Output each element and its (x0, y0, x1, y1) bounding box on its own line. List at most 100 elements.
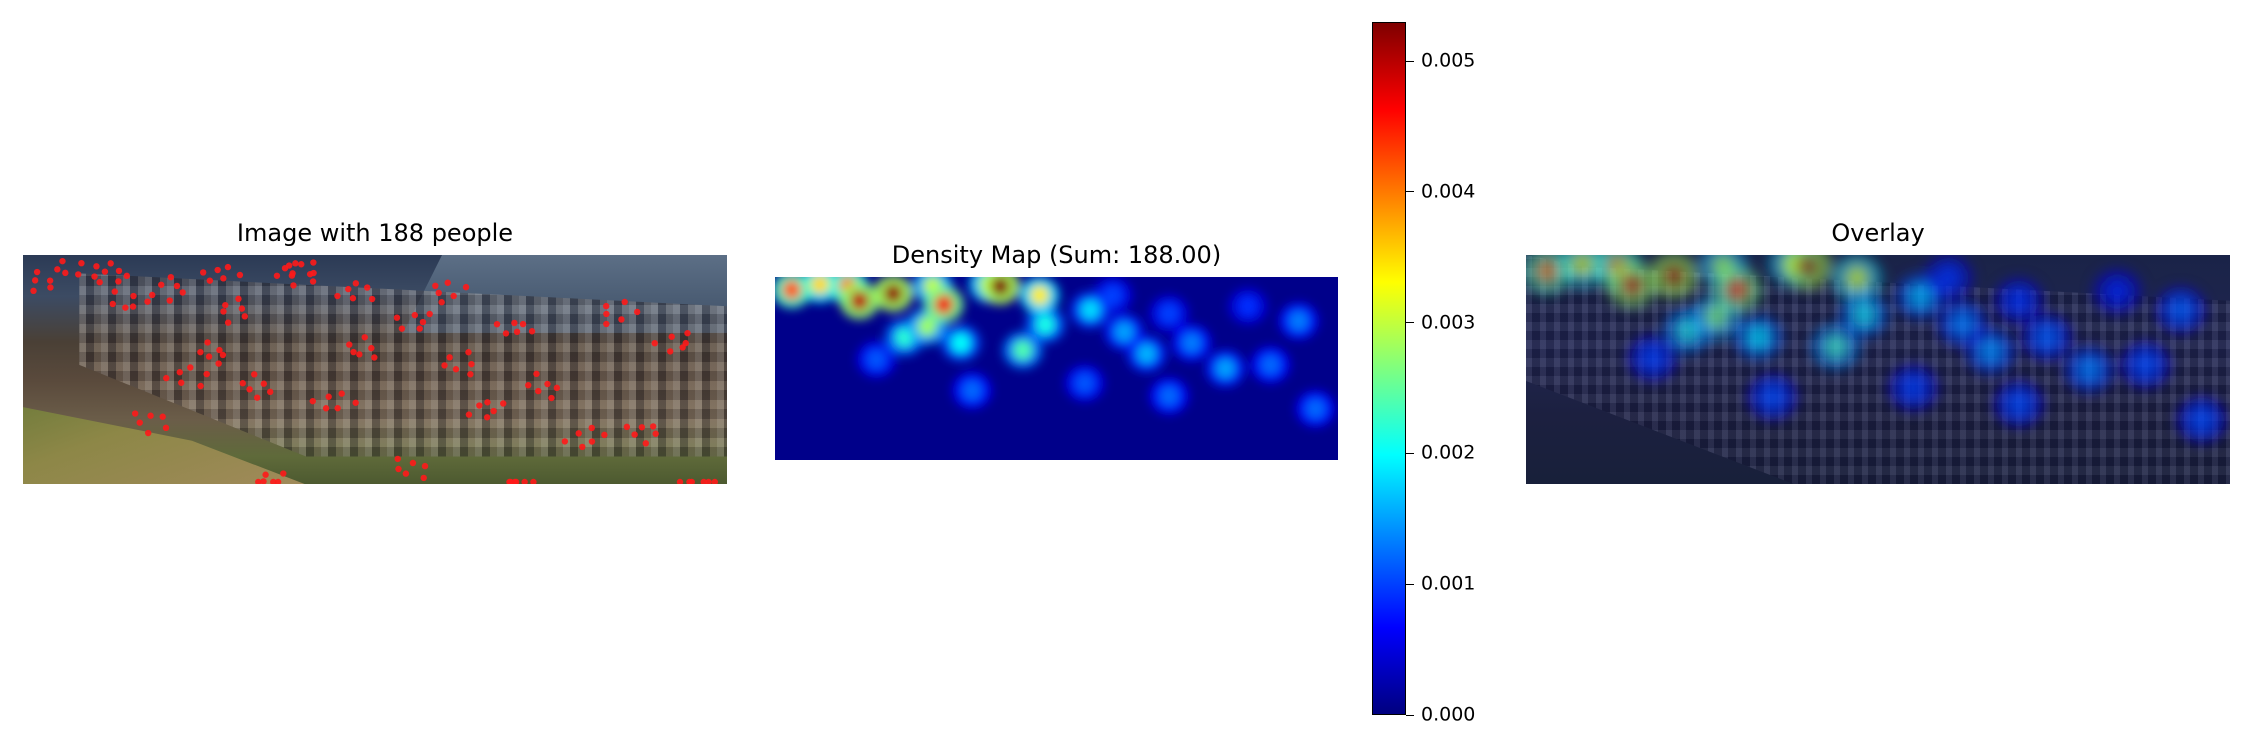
head-dot (273, 272, 281, 279)
density-hotspot (1013, 340, 1033, 361)
head-dot (602, 302, 610, 310)
density-hotspot (1901, 375, 1926, 401)
density-hotspot (866, 349, 886, 370)
head-dot (435, 289, 442, 297)
colorbar-tick-label: 0.001 (1421, 572, 1476, 595)
head-dot (338, 390, 345, 397)
head-dot (260, 478, 267, 484)
colorbar-tick-label: 0.003 (1421, 311, 1476, 334)
head-dot (59, 257, 66, 265)
head-dot (521, 478, 528, 484)
head-dot (216, 346, 223, 354)
density-hotspot (1619, 272, 1644, 298)
head-dot (290, 282, 297, 289)
head-dot (631, 431, 638, 438)
head-dot (235, 295, 242, 303)
head-dot (483, 414, 491, 421)
head-dot (75, 271, 82, 278)
density-hotspot (934, 294, 954, 315)
head-dot (361, 334, 368, 341)
head-dot (525, 382, 532, 389)
head-dot (101, 268, 109, 275)
density-hotspot (1080, 299, 1100, 321)
density-hotspot (1844, 265, 1869, 291)
head-dot (398, 325, 406, 332)
head-dot (115, 267, 123, 275)
head-dot (220, 308, 227, 315)
overlay-heatmap (1526, 255, 2227, 443)
head-dot (411, 311, 419, 319)
head-dot (512, 478, 520, 484)
head-dot (197, 382, 204, 390)
head-dot (136, 419, 143, 426)
head-dot (214, 266, 221, 274)
density-hotspot (1075, 373, 1095, 394)
head-dot (416, 325, 423, 332)
head-dot (349, 295, 357, 302)
head-dot (575, 430, 582, 437)
density-hotspot (1908, 283, 1933, 309)
head-dot (502, 330, 510, 337)
head-dot (130, 292, 137, 300)
head-dot (162, 424, 170, 432)
density-hotspot (2077, 356, 2102, 383)
head-dot (484, 399, 491, 406)
head-dot (393, 314, 401, 321)
density-hotspot (810, 277, 830, 295)
head-dot (465, 411, 473, 418)
head-dot (682, 339, 689, 347)
head-dot (364, 284, 371, 291)
density-hotspot (849, 290, 870, 311)
head-dot (421, 462, 429, 470)
head-dot (220, 275, 227, 282)
head-dot (711, 478, 719, 484)
head-dot (206, 277, 214, 284)
density-hotspot (2133, 352, 2158, 378)
colorbar (1372, 22, 1406, 715)
colorbar-tick (1406, 322, 1414, 324)
head-dot (205, 353, 213, 360)
head-dot (251, 371, 258, 378)
head-dot (187, 364, 194, 371)
head-dot (371, 354, 378, 361)
density-heatmap (775, 277, 1336, 428)
head-dot (280, 470, 287, 477)
colorbar-tick-label: 0.002 (1421, 441, 1476, 464)
head-dot (167, 273, 175, 281)
density-hotspot (917, 316, 937, 337)
head-dot (204, 339, 211, 346)
head-dot (144, 298, 151, 305)
density-hotspot (1159, 385, 1179, 407)
density-hotspot (2189, 407, 2214, 433)
head-dot (688, 478, 695, 484)
head-dot (224, 319, 232, 326)
head-dot (450, 292, 457, 300)
head-dot (266, 388, 274, 396)
density-hotspot (990, 277, 1010, 297)
head-dot (109, 300, 116, 308)
head-dot (490, 407, 497, 415)
head-dot (533, 370, 540, 378)
density-hotspot (1661, 263, 1686, 289)
head-dot (197, 348, 204, 356)
head-dot (561, 438, 569, 445)
head-dot (441, 362, 448, 369)
density-hotspot (2105, 279, 2130, 305)
head-dot (176, 369, 183, 376)
head-dot (122, 304, 129, 311)
head-dot (345, 285, 352, 293)
head-dot (144, 429, 152, 437)
colorbar-tick-label: 0.004 (1421, 180, 1476, 203)
density-hotspot (883, 283, 903, 304)
head-dot (402, 470, 410, 477)
density-hotspot (1035, 314, 1055, 335)
density-hotspot (962, 380, 982, 401)
head-dot (274, 478, 282, 484)
head-dot (352, 280, 360, 287)
head-dot (623, 423, 631, 431)
head-dot (260, 380, 268, 387)
head-dot (30, 287, 37, 295)
head-dot (544, 380, 551, 388)
head-dot (322, 405, 330, 412)
head-dot (159, 413, 166, 420)
